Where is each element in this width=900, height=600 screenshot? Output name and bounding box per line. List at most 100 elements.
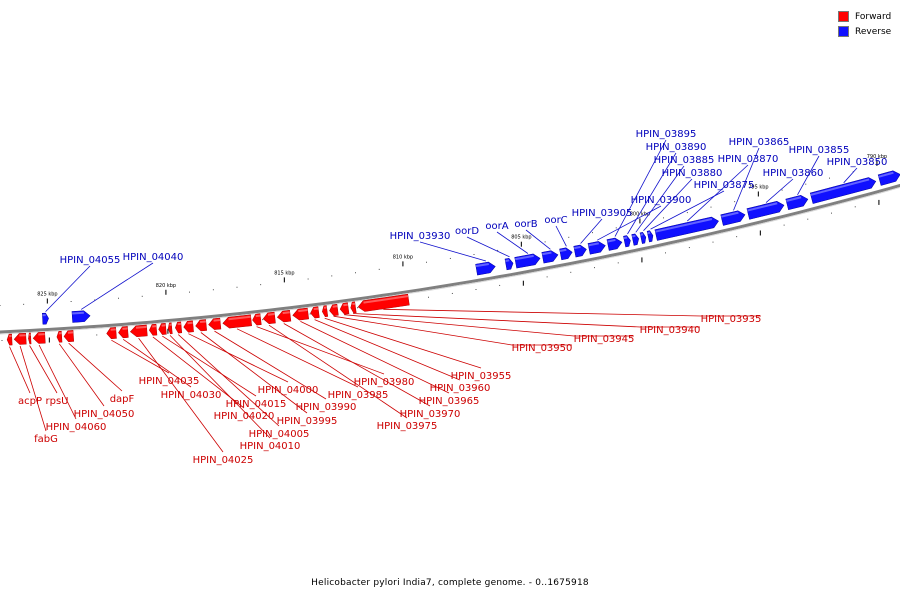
gene-label-hpin_03985[interactable]: HPIN_03985 bbox=[328, 390, 389, 401]
gene-arrow-hpin_03990[interactable] bbox=[208, 317, 222, 330]
gene-arrow-hpin_03970[interactable] bbox=[276, 309, 292, 323]
gene-label-hpin_04060[interactable]: HPIN_04060 bbox=[46, 422, 107, 433]
gene-label-oora[interactable]: oorA bbox=[485, 221, 508, 232]
leader-line bbox=[733, 147, 760, 211]
gene-arrow-hpin_03870[interactable] bbox=[654, 216, 720, 241]
gene-label-hpin_04040[interactable]: HPIN_04040 bbox=[123, 252, 184, 263]
leader-line bbox=[383, 308, 761, 317]
gene-label-dapf[interactable]: dapF bbox=[110, 394, 135, 405]
gene-arrow-hpin_04030[interactable] bbox=[118, 326, 129, 339]
gene-arrow-hpin_03945[interactable] bbox=[339, 302, 350, 315]
gene-label-fabg[interactable]: fabG bbox=[34, 434, 58, 445]
gene-label-hpin_03890[interactable]: HPIN_03890 bbox=[646, 142, 707, 153]
gene-arrow-hpin_03985[interactable] bbox=[222, 314, 252, 329]
gene-label-acpp[interactable]: acpP bbox=[18, 396, 42, 407]
gene-label-hpin_03865[interactable]: HPIN_03865 bbox=[729, 137, 790, 148]
label-leaders bbox=[9, 139, 858, 453]
gene-label-hpin_04035[interactable]: HPIN_04035 bbox=[139, 376, 200, 387]
gene-arrow-oorb[interactable] bbox=[541, 249, 559, 264]
gene-arrow-hpin_03965[interactable] bbox=[292, 307, 309, 321]
gene-label-hpin_03895[interactable]: HPIN_03895 bbox=[636, 129, 697, 140]
genome-caption: Helicobacter pylori India7, complete gen… bbox=[311, 578, 589, 588]
gene-label-hpin_03850[interactable]: HPIN_03850 bbox=[827, 157, 888, 168]
gene-label-hpin_03900[interactable]: HPIN_03900 bbox=[631, 195, 692, 206]
gene-label-hpin_03855[interactable]: HPIN_03855 bbox=[789, 145, 850, 156]
gene-arrow-hpin_03860[interactable] bbox=[746, 200, 785, 220]
gene-label-hpin_03935[interactable]: HPIN_03935 bbox=[701, 314, 762, 325]
gene-label-hpin_03970[interactable]: HPIN_03970 bbox=[400, 409, 461, 420]
gene-label-oorb[interactable]: oorB bbox=[514, 219, 537, 230]
gene-arrow-hpin_04035[interactable] bbox=[106, 327, 117, 339]
gene-label-hpin_03955[interactable]: HPIN_03955 bbox=[451, 371, 512, 382]
gene-label-hpin_04020[interactable]: HPIN_04020 bbox=[214, 411, 275, 422]
gene-arrow-hpin_03975[interactable] bbox=[262, 311, 276, 324]
gene-label-rpsu[interactable]: rpsU bbox=[46, 396, 69, 407]
gene-arrow-fabg[interactable] bbox=[13, 332, 27, 345]
gene-arrow-oora[interactable] bbox=[514, 253, 541, 269]
gene-arrow-hpin_04005[interactable] bbox=[175, 321, 183, 334]
gene-label-hpin_03950[interactable]: HPIN_03950 bbox=[512, 343, 573, 354]
gene-label-hpin_04010[interactable]: HPIN_04010 bbox=[240, 441, 301, 452]
gene-arrow-hpin_04015[interactable] bbox=[158, 323, 167, 335]
gene-label-hpin_03960[interactable]: HPIN_03960 bbox=[430, 383, 491, 394]
gene-arrow-hpin_03935[interactable] bbox=[357, 293, 410, 312]
gene-label-hpin_04005[interactable]: HPIN_04005 bbox=[249, 429, 310, 440]
gene-arrow-acpp[interactable] bbox=[6, 333, 13, 346]
leader-line bbox=[138, 337, 224, 453]
gene-label-hpin_04000[interactable]: HPIN_04000 bbox=[258, 385, 319, 396]
gene-arrow-hpin_04060[interactable] bbox=[32, 331, 46, 344]
gene-arrow-hpin_03950[interactable] bbox=[329, 303, 339, 316]
gene-label-oorc[interactable]: oorC bbox=[544, 215, 567, 226]
gene-label-oord[interactable]: oorD bbox=[455, 226, 479, 237]
gene-arrow-hpin_03845[interactable] bbox=[877, 169, 900, 186]
gene-arrow-hpin_04000[interactable] bbox=[183, 320, 194, 333]
gene-label-hpin_03990[interactable]: HPIN_03990 bbox=[296, 402, 357, 413]
gene-arrow-hpin_03995[interactable] bbox=[195, 319, 207, 332]
gene-arrow-hpin_03960[interactable] bbox=[310, 306, 320, 319]
gene-arrow-hpin_04050[interactable] bbox=[56, 330, 63, 343]
gene-label-hpin_03975[interactable]: HPIN_03975 bbox=[377, 421, 438, 432]
gene-arrow-hpin_03905[interactable] bbox=[573, 244, 588, 258]
gene-arrow-oord[interactable] bbox=[504, 258, 514, 271]
gene-label-hpin_03905[interactable]: HPIN_03905 bbox=[572, 208, 633, 219]
gene-arrow-hpin_03895[interactable] bbox=[606, 237, 623, 251]
gene-label-hpin_03980[interactable]: HPIN_03980 bbox=[354, 377, 415, 388]
gene-arrow-hpin_04010[interactable] bbox=[167, 322, 173, 335]
gene-label-hpin_03995[interactable]: HPIN_03995 bbox=[277, 416, 338, 427]
gene-arrow-hpin_03850[interactable] bbox=[809, 176, 877, 204]
gene-arrow-hpin_04020[interactable] bbox=[149, 323, 158, 336]
gene-label-hpin_03870[interactable]: HPIN_03870 bbox=[718, 154, 779, 165]
gene-arrow-dapf[interactable] bbox=[63, 330, 75, 342]
gene-label-hpin_03945[interactable]: HPIN_03945 bbox=[574, 334, 635, 345]
gene-arrow-hpin_03875[interactable] bbox=[646, 230, 654, 243]
gene-arrow-hpin_03865[interactable] bbox=[720, 209, 746, 226]
gene-label-hpin_03860[interactable]: HPIN_03860 bbox=[763, 168, 824, 179]
gene-arrow-hpin_03900[interactable] bbox=[587, 240, 606, 255]
gene-arrow-hpin_04025[interactable] bbox=[129, 324, 148, 338]
gene-arrow-hpin_03880[interactable] bbox=[639, 231, 647, 244]
gene-arrow-hpin_03885[interactable] bbox=[631, 233, 640, 246]
gene-label-hpin_03880[interactable]: HPIN_03880 bbox=[662, 168, 723, 179]
gene-label-hpin_03885[interactable]: HPIN_03885 bbox=[654, 155, 715, 166]
gene-arrow-hpin_03980[interactable] bbox=[252, 313, 262, 326]
leader-line bbox=[843, 167, 858, 184]
gene-label-hpin_03930[interactable]: HPIN_03930 bbox=[390, 231, 451, 242]
gene-label-hpin_03940[interactable]: HPIN_03940 bbox=[640, 325, 701, 336]
gene-arrow-hpin_04055[interactable] bbox=[42, 312, 49, 325]
gene-label-hpin_04025[interactable]: HPIN_04025 bbox=[193, 455, 254, 466]
gene-arrow-hpin_03890[interactable] bbox=[623, 235, 631, 248]
gene-label-hpin_04015[interactable]: HPIN_04015 bbox=[226, 399, 287, 410]
gene-label-hpin_03875[interactable]: HPIN_03875 bbox=[694, 180, 755, 191]
gene-label-hpin_04050[interactable]: HPIN_04050 bbox=[74, 409, 135, 420]
gene-arrow-hpin_04040[interactable] bbox=[71, 310, 91, 323]
gene-arrow-hpin_03930[interactable] bbox=[475, 261, 497, 276]
gene-arrow-rpsu[interactable] bbox=[28, 332, 32, 345]
gene-arrow-hpin_03940[interactable] bbox=[350, 301, 357, 314]
gene-label-hpin_04055[interactable]: HPIN_04055 bbox=[60, 255, 121, 266]
gene-arrow-hpin_03855[interactable] bbox=[785, 194, 809, 211]
gene-label-hpin_03965[interactable]: HPIN_03965 bbox=[419, 396, 480, 407]
scale-label: 800 kbp bbox=[630, 211, 650, 217]
gene-arrow-hpin_03955[interactable] bbox=[322, 305, 329, 318]
gene-arrow-oorc[interactable] bbox=[559, 247, 574, 261]
gene-label-hpin_04030[interactable]: HPIN_04030 bbox=[161, 390, 222, 401]
